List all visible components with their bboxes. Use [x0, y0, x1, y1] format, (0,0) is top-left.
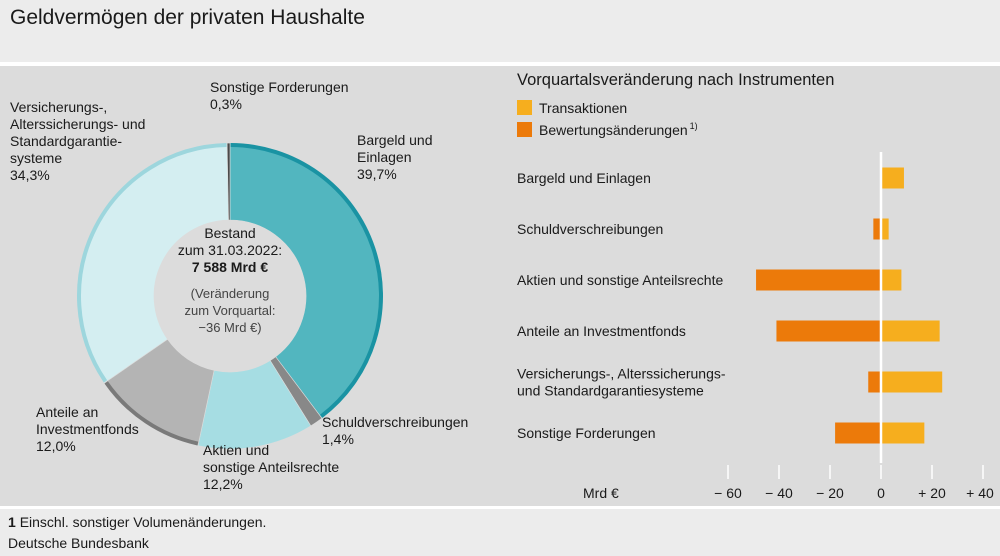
x-tick-label: − 60 — [714, 485, 742, 501]
footnote-text: Einschl. sonstiger Volumenänderungen. — [19, 514, 267, 530]
legend-swatch-transaktionen — [517, 100, 532, 115]
slice-label-versicherung: Alterssicherungs- und — [10, 116, 145, 132]
bar-transaktionen — [881, 320, 940, 342]
slice-value-sonstige: 0,3% — [210, 96, 242, 112]
category-label: Schuldverschreibungen — [517, 221, 663, 237]
center-label: Bestand — [204, 225, 255, 241]
center-change: (Veränderung — [191, 286, 270, 301]
footnote-number: 1 — [8, 514, 16, 530]
x-tick-label: 0 — [877, 485, 885, 501]
chart-panel: Bestand zum 31.03.2022: 7 588 Mrd € (Veränd… — [0, 66, 1000, 506]
slice-label-sonstige: Sonstige Forderungen — [210, 79, 349, 95]
slice-value-anteile: 12,0% — [36, 438, 76, 454]
slice-label-anteile: Anteile an — [36, 404, 98, 420]
slice-label-versicherung: Versicherungs-, — [10, 99, 107, 115]
slice-value-aktien: 12,2% — [203, 476, 243, 492]
source-label: Deutsche Bundesbank — [8, 535, 149, 551]
bar-transaktionen — [881, 167, 904, 189]
center-value: 7 588 Mrd € — [192, 259, 268, 275]
slice-value-bargeld: 39,7% — [357, 166, 397, 182]
category-label: Versicherungs-, Alterssicherungs- — [517, 366, 726, 382]
page-title: Geldvermögen der privaten Haushalte — [10, 6, 365, 29]
x-tick-label: − 20 — [816, 485, 844, 501]
x-tick-label: + 40 — [966, 485, 994, 501]
slice-label-aktien: Aktien und — [203, 442, 269, 458]
category-label: Aktien und sonstige Anteilsrechte — [517, 272, 723, 288]
category-label: und Standardgarantiesysteme — [517, 383, 704, 399]
divider — [0, 63, 1000, 66]
bar-bewertung — [756, 269, 881, 291]
bar-bewertung — [873, 218, 881, 240]
center-change: −36 Mrd €) — [198, 320, 261, 335]
donut-edge-bargeld — [230, 143, 383, 418]
slice-value-schuld: 1,4% — [322, 431, 354, 447]
donut-hole — [154, 220, 306, 372]
x-tick-label: − 40 — [765, 485, 793, 501]
slice-label-schuld: Schuldverschreibungen — [322, 414, 468, 430]
footer: 1 Einschl. sonstiger Volumenänderungen. … — [0, 509, 1000, 556]
category-label: Sonstige Forderungen — [517, 425, 656, 441]
slice-value-versicherung: 34,3% — [10, 167, 50, 183]
bar-transaktionen — [881, 371, 943, 393]
bar-chart-title: Vorquartalsveränderung nach Instrumenten — [517, 71, 834, 89]
x-tick-label: + 20 — [918, 485, 946, 501]
title-bar: Geldvermögen der privaten Haushalte — [0, 0, 1000, 62]
bar-transaktionen — [881, 422, 925, 444]
donut-edge-anteile — [104, 381, 199, 446]
slice-label-versicherung: Standardgarantie- — [10, 133, 122, 149]
legend-label-bewertung: Bewertungsänderungen 1) — [539, 121, 698, 138]
bar-transaktionen — [881, 218, 889, 240]
legend-label-transaktionen: Transaktionen — [539, 100, 627, 116]
center-label: zum 31.03.2022: — [178, 242, 282, 258]
donut-edge-versicherung — [77, 143, 227, 383]
slice-label-bargeld: Einlagen — [357, 149, 412, 165]
footnote: 1 Einschl. sonstiger Volumenänderungen. — [8, 514, 266, 530]
category-label: Bargeld und Einlagen — [517, 170, 651, 186]
axis-unit-label: Mrd € — [583, 485, 619, 501]
slice-label-versicherung: systeme — [10, 150, 62, 166]
center-change: zum Vorquartal: — [184, 303, 275, 318]
slice-label-bargeld: Bargeld und — [357, 132, 433, 148]
bar-bewertung — [776, 320, 881, 342]
slice-label-aktien: sonstige Anteilsrechte — [203, 459, 339, 475]
legend-swatch-bewertung — [517, 122, 532, 137]
category-label: Anteile an Investmentfonds — [517, 323, 686, 339]
slice-label-anteile: Investmentfonds — [36, 421, 139, 437]
divider — [0, 506, 1000, 509]
bar-bewertung — [835, 422, 881, 444]
bar-transaktionen — [881, 269, 902, 291]
legend-footnote-ref: 1) — [690, 121, 698, 131]
bar-bewertung — [868, 371, 881, 393]
